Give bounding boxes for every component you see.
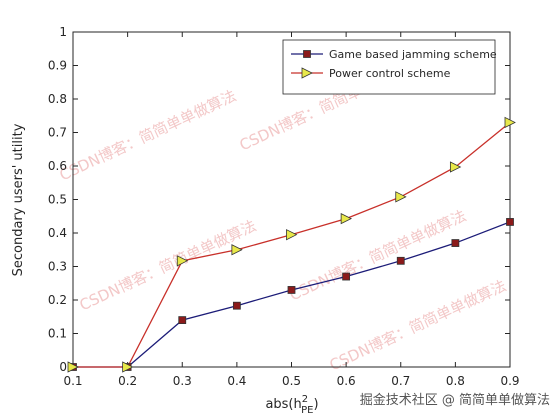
marker [231, 244, 243, 256]
marker [342, 272, 351, 281]
marker [504, 116, 516, 129]
watermark: CSDN博客：简简单单做算法 [57, 87, 239, 185]
y-tick-label: 0.9 [48, 59, 67, 73]
marker [396, 256, 405, 265]
legend-label: Power control scheme [329, 67, 451, 80]
legend-marker [303, 50, 311, 58]
marker [176, 255, 189, 267]
legend-marker [301, 67, 313, 79]
marker [506, 218, 514, 226]
x-tick-label: 0.4 [227, 374, 246, 388]
marker [67, 361, 79, 373]
y-tick-label: 0.3 [48, 260, 67, 274]
x-tick-label: 0.2 [118, 374, 137, 388]
marker [395, 191, 407, 203]
watermark: CSDN博客：简简单单做算法 [327, 277, 509, 375]
y-tick-label: 0.1 [48, 327, 67, 341]
legend-box [282, 39, 496, 95]
marker [451, 239, 460, 247]
x-label-close: ) [313, 397, 318, 412]
series-line [73, 121, 511, 368]
x-tick-label: 0.5 [282, 374, 301, 388]
x-axis-label: abs(h2 PE) [265, 394, 318, 416]
y-tick-label: 1 [59, 25, 67, 39]
x-tick-label: 0.6 [337, 374, 356, 388]
marker [449, 161, 462, 173]
y-tick-label: 0.4 [48, 226, 67, 240]
marker [232, 301, 241, 310]
watermark: CSDN博客：简简单单做算法 [77, 217, 259, 315]
legend-label: Game based jamming scheme [329, 48, 497, 61]
x-tick-label: 0.3 [173, 374, 192, 388]
x-tick-label: 0.1 [63, 374, 82, 388]
x-tick-label: 0.9 [500, 374, 519, 388]
x-label-sup: 2 [302, 394, 308, 405]
marker [340, 212, 353, 225]
marker [122, 361, 134, 373]
y-tick-label: 0.6 [48, 159, 67, 173]
x-tick-label: 0.8 [446, 374, 465, 388]
y-tick-label: 0.7 [48, 126, 67, 140]
marker [178, 316, 187, 325]
y-tick-label: 0.2 [48, 293, 67, 307]
y-tick-label: 0 [59, 360, 67, 374]
x-label-sub: PE [301, 405, 313, 416]
x-label-base: abs(h [265, 397, 301, 412]
watermark: CSDN博客：简简单单做算法 [287, 207, 469, 305]
footer-watermark: 掘金技术社区 @ 简简单单做算法 [360, 392, 550, 408]
y-tick-label: 0.5 [48, 193, 67, 207]
marker [286, 229, 298, 241]
y-axis-label: Secondary users' utility [11, 123, 26, 276]
y-tick-label: 0.8 [48, 92, 67, 106]
x-tick-label: 0.7 [391, 374, 410, 388]
marker [287, 286, 296, 294]
